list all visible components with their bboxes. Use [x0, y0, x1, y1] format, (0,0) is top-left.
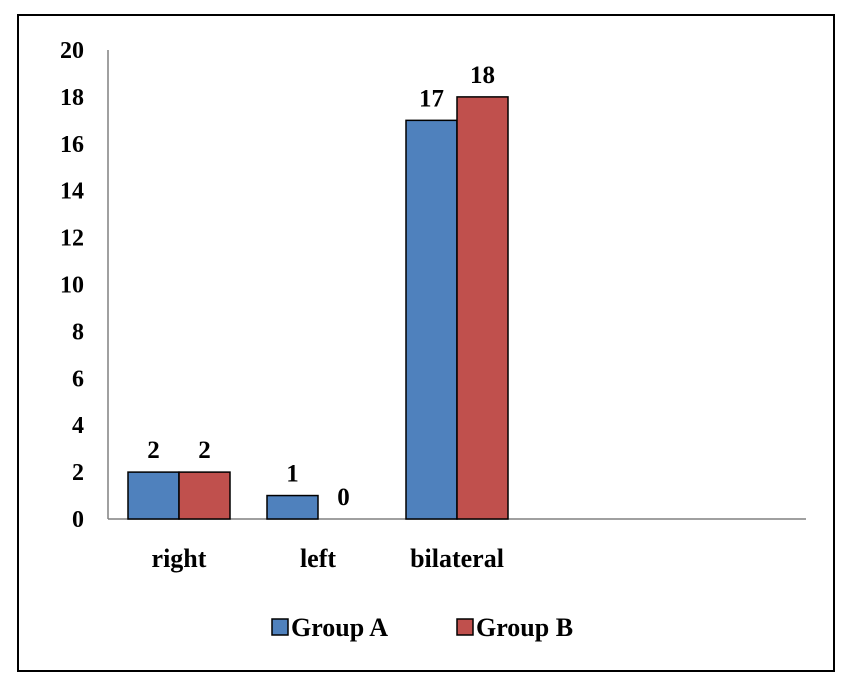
y-tick-label: 6: [72, 366, 84, 392]
x-category-label: bilateral: [410, 544, 504, 573]
bar-group-a-left: [266, 494, 319, 520]
data-label: 18: [470, 62, 495, 89]
data-label: 1: [286, 461, 299, 488]
y-tick-label: 10: [60, 273, 84, 299]
bars: [127, 96, 509, 520]
legend-swatch-group-b: [456, 618, 474, 636]
data-label: 2: [147, 437, 160, 464]
y-tick-label: 0: [72, 507, 84, 533]
y-tick-label: 8: [72, 319, 84, 345]
data-label: 17: [419, 85, 444, 112]
x-category-label: left: [300, 544, 336, 573]
bar-group-b-bilateral: [456, 96, 509, 520]
legend-swatch-group-a: [271, 618, 289, 636]
legend: Group A Group B: [271, 613, 573, 642]
legend-label-group-b: Group B: [476, 613, 573, 642]
y-tick-label: 16: [60, 132, 84, 158]
bar-group-b-right: [178, 471, 231, 520]
y-tick-label: 2: [72, 460, 84, 486]
y-tick-label: 14: [60, 179, 84, 205]
x-category-label: right: [152, 544, 207, 573]
y-tick-label: 12: [60, 226, 84, 252]
y-axis: 0 2 4 6 8 10 12 14 16 18 20: [60, 38, 109, 533]
data-label: 2: [198, 437, 211, 464]
data-label: 0: [337, 484, 350, 511]
y-tick-label: 4: [72, 413, 84, 439]
legend-label-group-a: Group A: [291, 613, 388, 642]
data-labels: 2 2 1 0 17 18: [147, 62, 495, 511]
bar-group-a-right: [127, 471, 180, 520]
bar-group-a-bilateral: [405, 119, 458, 520]
y-tick-label: 18: [60, 85, 84, 111]
x-axis: right left bilateral: [108, 518, 806, 573]
y-tick-label: 20: [60, 38, 84, 64]
